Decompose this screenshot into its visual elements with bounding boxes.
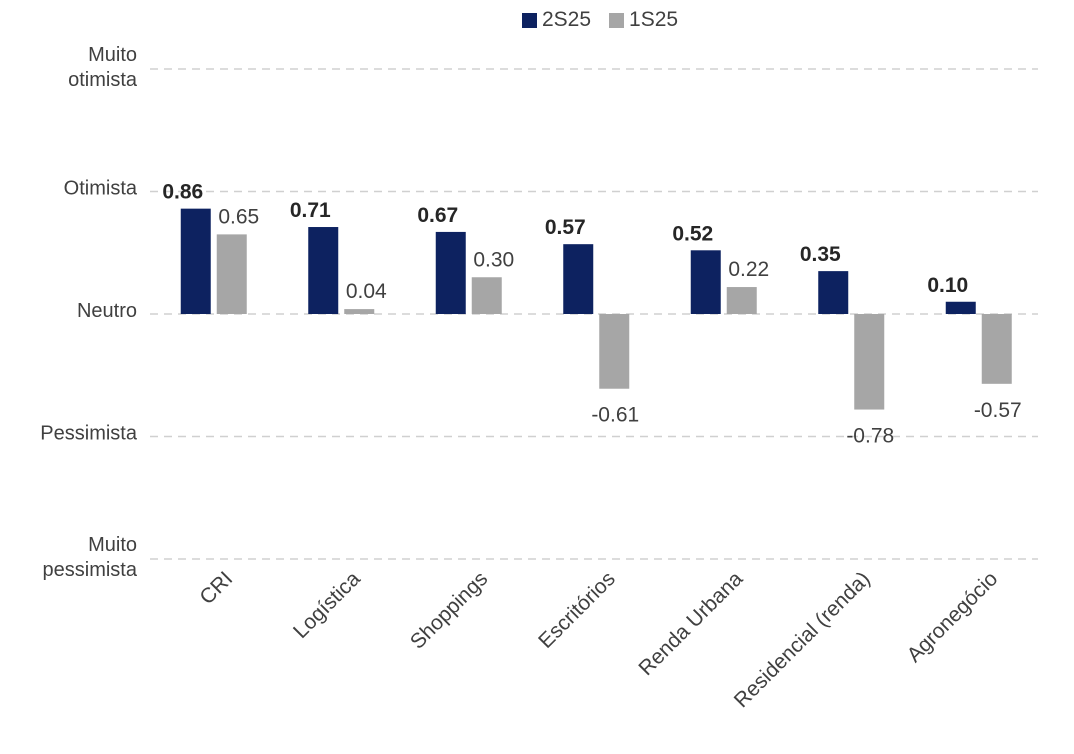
bar-1S25-6 [981,314,1012,384]
data-label-1S25-4: 0.22 [728,258,769,281]
x-tick-label-2: Shoppings [406,567,492,653]
bar-1S25-5 [854,314,885,410]
x-tick-label-3: Escritórios [534,567,620,653]
data-label-2S25-2: 0.67 [417,204,458,227]
y-tick-label-1: Otimista [64,178,138,200]
bar-1S25-1 [344,309,375,314]
y-tick-label-0: Muito otimista [68,44,138,91]
bar-2S25-5 [818,271,849,314]
data-label-1S25-6: -0.57 [974,399,1022,422]
bar-2S25-0 [180,208,211,314]
data-label-1S25-0: 0.65 [218,205,259,228]
y-tick-label-4: Muito pessimista [43,534,138,581]
bar-2S25-4 [690,250,721,314]
legend-swatch-1s25 [609,12,625,28]
y-tick-label-line: Muito [88,44,137,66]
bar-1S25-3 [599,314,630,389]
legend-swatch-2s25 [522,12,537,28]
bar-1S25-0 [216,234,247,314]
legend-label-1s25: 1S25 [629,8,679,31]
bar-2S25-3 [563,244,594,314]
data-label-2S25-0: 0.86 [162,181,203,204]
legend-item-1s25: 1S25 [609,8,678,32]
data-label-2S25-5: 0.35 [800,243,841,266]
data-label-2S25-6: 0.10 [927,274,968,297]
data-label-1S25-1: 0.04 [346,280,387,303]
data-label-1S25-2: 0.30 [473,248,514,271]
bar-2S25-6 [945,301,976,314]
bar-1S25-2 [471,277,502,314]
x-tick-label-0: CRI [195,567,237,609]
y-tick-label-3: Pessimista [40,423,138,445]
x-tick-label-5: Residencial (renda) [730,567,875,712]
y-tick-label-2: Neutro [77,300,137,322]
data-label-1S25-5: -0.78 [846,425,894,448]
data-label-2S25-1: 0.71 [290,199,331,222]
x-tick-label-4: Renda Urbana [634,567,747,680]
data-label-2S25-4: 0.52 [672,222,713,245]
x-tick-label-1: Logística [289,567,365,643]
legend: 2S25 1S25 [522,8,696,32]
legend-item-2s25: 2S25 [522,8,591,32]
y-tick-label-line: pessimista [43,559,138,581]
data-label-2S25-3: 0.57 [545,216,586,239]
bar-1S25-4 [726,287,757,314]
legend-label-2s25: 2S25 [542,8,592,31]
x-tick-label-6: Agronegócio [903,567,1003,667]
y-tick-label-line: Muito [88,534,137,556]
data-label-1S25-3: -0.61 [591,404,639,427]
bar-2S25-2 [435,231,466,314]
bar-2S25-1 [308,227,339,314]
y-tick-label-line: otimista [68,69,138,91]
